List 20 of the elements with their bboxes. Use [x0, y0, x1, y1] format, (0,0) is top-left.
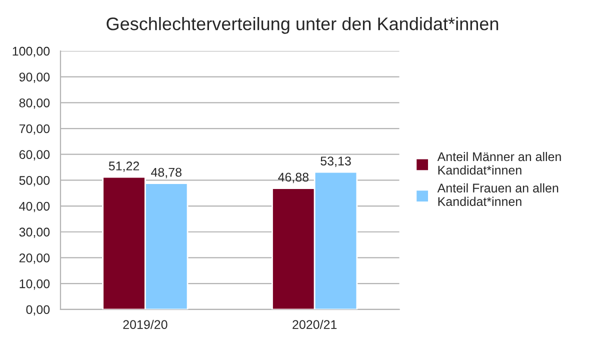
x-tick-label: 2019/20: [123, 320, 168, 329]
data-label: 46,88: [278, 172, 309, 184]
y-tick-label: 90,00: [19, 72, 50, 83]
y-tick-label: 10,00: [20, 279, 50, 290]
y-tick-label: 20,00: [19, 254, 50, 264]
data-label: 48,78: [151, 168, 182, 178]
y-tick-label: 100,00: [12, 46, 50, 58]
data-label: 53,13: [320, 156, 351, 167]
legend-label: Anteil Männer an allen Kandidat*innen: [437, 152, 561, 175]
y-tick-label: 70,00: [19, 124, 50, 135]
y-tick-label: 50,00: [19, 176, 50, 186]
legend-label: Anteil Frauen an allen Kandidat*innen: [437, 183, 558, 206]
y-tick-label: 30,00: [19, 228, 50, 238]
y-tick-label: 60,00: [19, 150, 50, 160]
y-tick-label: 0,00: [26, 305, 50, 316]
y-tick-label: 80,00: [19, 98, 50, 109]
chart-title: Geschlechterverteilung unter den Kandidat*innen: [106, 17, 498, 34]
x-tick-label: 2020/21: [292, 320, 337, 329]
y-tick-label: 40,00: [19, 202, 50, 212]
data-label: 51,22: [108, 162, 140, 172]
